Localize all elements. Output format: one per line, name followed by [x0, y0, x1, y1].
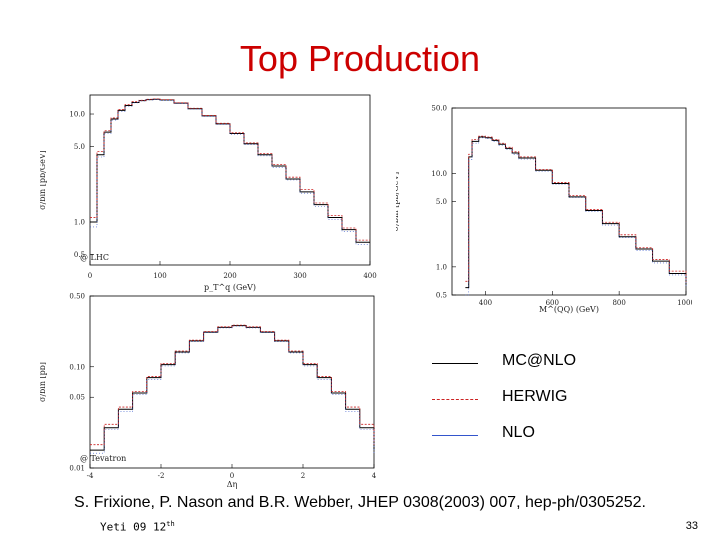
x-tick-label: -2	[158, 472, 165, 480]
y-tick-label: 5.0	[74, 143, 85, 151]
x-tick-label: 400	[363, 272, 376, 280]
y-tick-label: 10.0	[431, 170, 447, 178]
deta-plot: -4 -2 0 2 4 0.01 0.05 0.10 0.50 Δη σ/bin [pb] @ Tev…	[40, 293, 377, 490]
series-nlo	[90, 325, 375, 454]
series-mcnlo	[465, 136, 687, 289]
x-axis-label: p_T^q (GeV)	[204, 283, 256, 292]
legend-label: HERWIG	[502, 388, 568, 405]
y-tick-label: 50.0	[431, 105, 447, 113]
y-axis-label: σ/bin [pb/GeV]	[396, 172, 400, 232]
legend-item-mcnlo: MC@NLO	[430, 352, 630, 372]
plot-annotation: @ LHC	[80, 253, 109, 262]
legend-label: MC@NLO	[502, 352, 577, 369]
x-tick-label: -4	[87, 472, 94, 480]
pt-plot: 0 100 200 300 400 0.5 1.0 5.0 10.0 p_T^q (GeV) σ/b…	[40, 94, 377, 292]
series-mcnlo	[90, 98, 370, 243]
y-tick-label: 0.5	[74, 251, 85, 259]
legend-line-solid	[432, 363, 478, 364]
series-nlo	[90, 99, 370, 245]
y-axis-label: σ/bin [pb]	[40, 362, 47, 402]
y-tick-label: 0.10	[69, 363, 85, 371]
x-tick-label: 200	[223, 272, 236, 280]
x-axis-label: Δη	[227, 480, 238, 489]
series-herwig	[465, 135, 687, 283]
legend-line-blue	[432, 435, 478, 436]
y-tick-label: 1.0	[74, 219, 85, 227]
footer-superscript: th	[166, 520, 175, 528]
x-tick-label: 400	[479, 299, 492, 307]
x-tick-label: 2	[301, 472, 305, 480]
plot-frame	[451, 107, 687, 296]
series-herwig	[90, 98, 370, 241]
legend-item-herwig: HERWIG	[430, 388, 630, 408]
legend-item-nlo: NLO	[430, 424, 630, 444]
plot-annotation: @ Tevatron	[80, 454, 126, 463]
y-tick-label: 0.5	[436, 292, 447, 300]
plot-frame	[89, 94, 371, 266]
page-number: 33	[685, 520, 698, 532]
x-tick-label: 0	[230, 472, 234, 480]
y-axis-label: σ/bin [pb/GeV]	[40, 150, 47, 210]
series-herwig	[90, 324, 375, 446]
series-nlo	[465, 137, 687, 296]
x-tick-label: 0	[88, 272, 92, 280]
y-tick-label: 0.01	[69, 465, 85, 473]
y-tick-label: 5.0	[436, 198, 447, 206]
slide-title: Top Production	[239, 38, 481, 79]
y-tick-label: 0.50	[69, 293, 85, 301]
citation: S. Frixione, P. Nason and B.R. Webber, J…	[74, 494, 646, 511]
x-tick-label: 4	[372, 472, 377, 480]
legend-label: NLO	[502, 424, 535, 441]
y-tick-label: 10.0	[69, 111, 85, 119]
series-mcnlo	[90, 325, 375, 451]
y-tick-label: 1.0	[436, 263, 447, 271]
footer-text: Yeti 09 12	[100, 520, 167, 534]
x-tick-label: 600	[546, 299, 559, 307]
x-tick-label: 800	[612, 299, 625, 307]
footer-event: Yeti 09 12th	[100, 520, 175, 534]
x-tick-label: 100	[153, 272, 166, 280]
x-tick-label: 300	[293, 272, 306, 280]
legend-line-dashed	[432, 399, 478, 400]
y-tick-label: 0.05	[69, 394, 85, 402]
x-axis-label: M^(QQ) (GeV)	[539, 305, 599, 314]
